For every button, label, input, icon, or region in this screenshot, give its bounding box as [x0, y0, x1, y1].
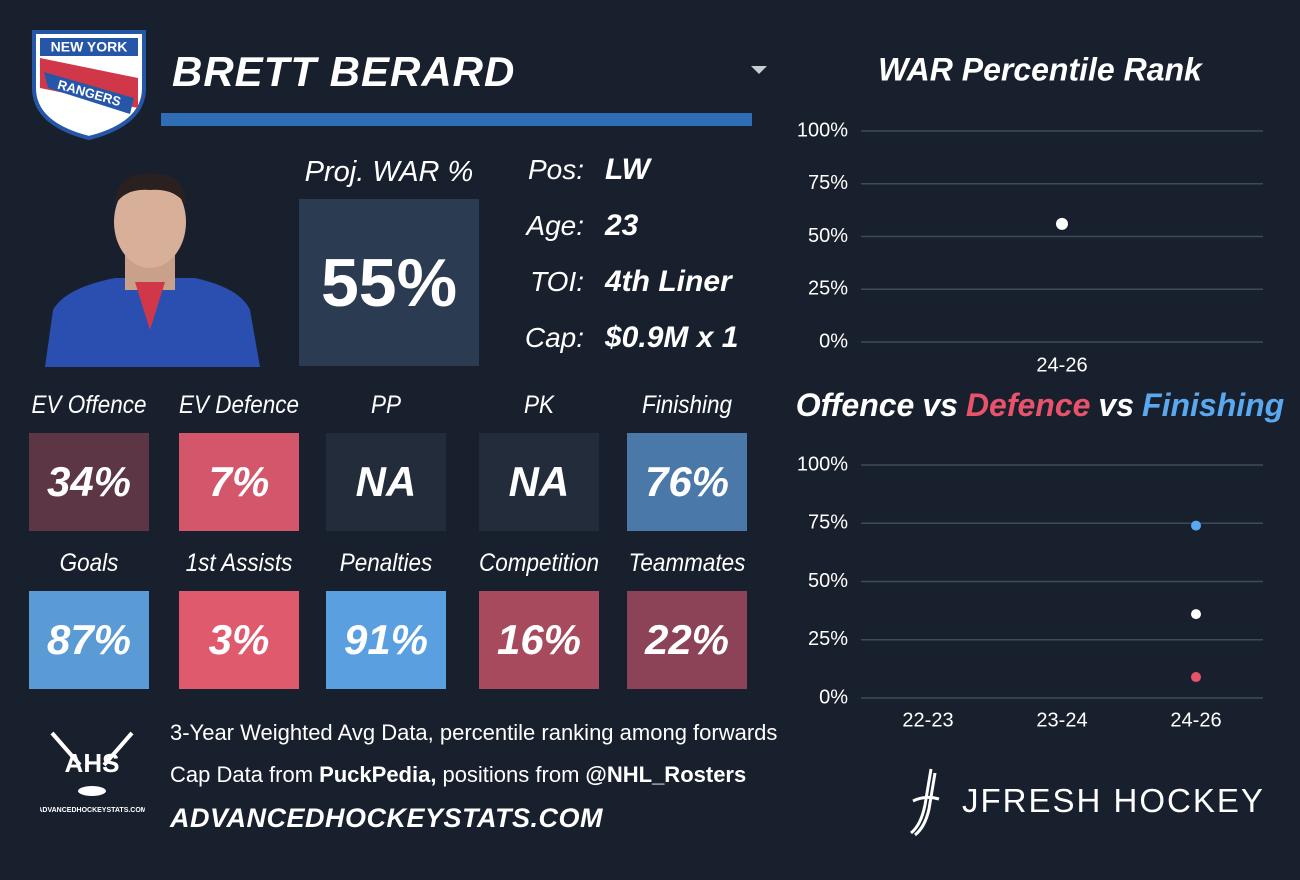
chart-title: Offence vs Defence vs Finishing — [796, 387, 1284, 423]
tile-label: Competition — [478, 549, 600, 577]
footer-line2: Cap Data from PuckPedia, positions from @NH… — [170, 762, 752, 788]
tile: NA — [479, 433, 599, 531]
tile-label: PK — [523, 391, 555, 419]
info-value: LW — [605, 153, 650, 186]
y-tick-label: 25% — [808, 278, 848, 300]
tile-label: Finishing — [641, 391, 733, 419]
x-tick-label: 23-24 — [1036, 709, 1087, 731]
tile: 22% — [627, 591, 747, 689]
tile-label: 1st Assists — [185, 549, 293, 577]
ahs-logo-text: AHS — [65, 748, 120, 778]
info-value: 23 — [605, 209, 639, 242]
data-point — [1191, 520, 1201, 531]
ahs-small-text: ADVANCEDHOCKEYSTATS.COM — [40, 807, 145, 814]
y-tick-label: 100% — [797, 453, 848, 475]
footer-bold: PuckPedia, — [319, 762, 437, 787]
data-point — [1191, 609, 1201, 620]
info-value: $0.9M x 1 — [605, 321, 739, 354]
info-label: Age: — [526, 210, 584, 241]
y-tick-label: 75% — [808, 172, 848, 194]
footer-site: ADVANCEDHOCKEYSTATS.COM — [170, 803, 604, 833]
data-point — [1056, 217, 1068, 230]
y-tick-label: 50% — [808, 225, 848, 247]
tile: NA — [326, 433, 446, 531]
logo-line1: NEW YORK — [51, 39, 128, 55]
tile: 76% — [627, 433, 747, 531]
brand: JFRESH HOCKEY — [962, 782, 1265, 819]
title-joiner: vs — [922, 387, 958, 423]
team-logo: NEW YORK RANGERS — [32, 30, 146, 140]
x-tick-label: 22-23 — [902, 709, 953, 731]
y-tick-label: 0% — [819, 330, 848, 352]
y-tick-label: 100% — [797, 119, 848, 141]
tile: 3% — [179, 591, 299, 689]
info-label: Pos: — [527, 154, 584, 185]
player-name: BRETT BERARD — [172, 48, 516, 95]
footer-text: positions from — [442, 762, 580, 787]
title-joiner: vs — [1098, 387, 1134, 423]
y-tick-label: 75% — [808, 512, 848, 534]
proj-war-label: Proj. WAR % — [304, 156, 474, 188]
legend-entry: Defence — [966, 387, 1091, 423]
tile: 87% — [29, 591, 149, 689]
tile-label: EV Defence — [178, 391, 300, 419]
y-tick-label: 0% — [819, 686, 848, 708]
dropdown-arrow[interactable] — [750, 64, 768, 76]
legend-entry: Finishing — [1142, 387, 1284, 423]
x-tick-label: 24-26 — [1170, 709, 1221, 731]
chart-title: WAR Percentile Rank — [878, 51, 1204, 87]
footer-line1: 3-Year Weighted Avg Data, percentile ran… — [170, 720, 778, 745]
x-tick-label: 24-26 — [1036, 354, 1087, 376]
footer-bold: @NHL_Rosters — [585, 762, 747, 787]
footer-text: Cap Data from — [170, 762, 314, 787]
tile: 16% — [479, 591, 599, 689]
jfresh-logo — [910, 768, 940, 837]
legend-entry: Offence — [796, 387, 915, 423]
tile-label: PP — [370, 391, 402, 419]
proj-war-value: 55% — [299, 199, 479, 366]
ahs-logo: AHS ADVANCEDHOCKEYSTATS.COM — [40, 731, 145, 814]
tile-label: Penalties — [339, 549, 433, 577]
data-point — [1191, 672, 1201, 683]
tile: 34% — [29, 433, 149, 531]
info-label: Cap: — [524, 322, 584, 353]
tile-label: EV Offence — [31, 391, 147, 419]
tile-label: Goals — [59, 549, 119, 577]
tile-label: Teammates — [628, 549, 746, 577]
info-label: TOI: — [530, 266, 584, 297]
info-value: 4th Liner — [605, 265, 732, 298]
y-tick-label: 25% — [808, 628, 848, 650]
y-tick-label: 50% — [808, 570, 848, 592]
tile: 91% — [326, 591, 446, 689]
player-photo — [45, 173, 260, 367]
tile: 7% — [179, 433, 299, 531]
name-underline — [161, 113, 752, 126]
